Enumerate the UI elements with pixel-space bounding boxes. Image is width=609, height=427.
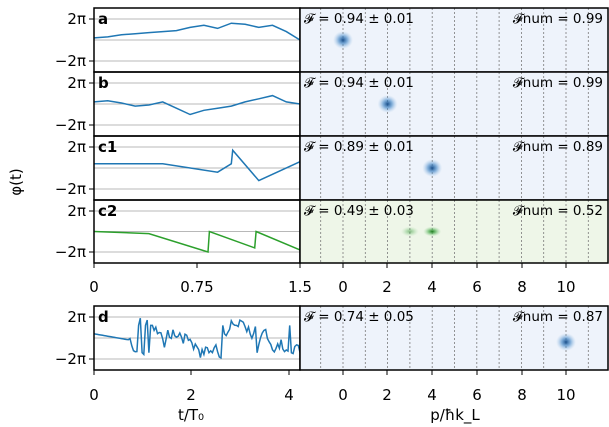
numeric-fidelity-annotation: 𝓕num = 0.87 <box>513 309 603 325</box>
y-tick-label: 2π <box>67 10 86 28</box>
momentum-peak <box>333 31 353 49</box>
x-tick-label: 0 <box>89 278 99 296</box>
numeric-fidelity-annotation: 𝓕num = 0.99 <box>513 11 603 27</box>
x-tick-label: 0 <box>338 386 348 404</box>
y-tick-label: −2π <box>55 243 86 261</box>
panel-c1: 2π −2π c1 𝓕 = 0.89 ± 0.01 𝓕num = 0.89 <box>55 135 609 201</box>
x-tick-label: 8 <box>517 278 527 296</box>
panel-a: 2π −2π a 𝓕 = 0.94 ± 0.01 𝓕num = 0.99 <box>55 7 609 73</box>
x-axis-top-right: 0 2 4 6 8 10 <box>338 278 575 296</box>
panel-c2: 2π −2π c2 𝓕 = 0.49 ± 0.03 𝓕num = 0.52 <box>55 199 609 264</box>
x-axis-bottom-left: 0 2 4 <box>89 386 294 404</box>
y-tick-label: −2π <box>55 116 86 134</box>
series-line <box>93 230 301 253</box>
fidelity-annotation: 𝓕 = 0.74 ± 0.05 <box>304 309 414 325</box>
series-line <box>93 94 301 116</box>
momentum-peak <box>556 333 576 351</box>
numeric-fidelity-annotation: 𝓕num = 0.89 <box>513 139 603 155</box>
x-tick-label: 2 <box>186 386 196 404</box>
numeric-fidelity-annotation: 𝓕num = 0.52 <box>513 203 603 219</box>
momentum-peak <box>422 159 443 177</box>
x-axis-top-left: 0 0.75 1.5 <box>89 278 312 296</box>
series-line <box>93 318 301 360</box>
x-tick-label: 2 <box>382 278 392 296</box>
y-tick-label: 2π <box>67 202 86 220</box>
panel-label: c1 <box>98 138 117 156</box>
x-tick-label: 10 <box>556 386 575 404</box>
x-tick-label: 1.5 <box>288 278 312 296</box>
panel-label: b <box>98 74 109 92</box>
y-tick-label: −2π <box>55 350 86 368</box>
y-tick-label: −2π <box>55 180 86 198</box>
panel-label: a <box>98 10 108 28</box>
panel-label: c2 <box>98 202 117 220</box>
y-axis-label: φ(t) <box>7 168 25 195</box>
x-tick-label: 4 <box>284 386 294 404</box>
momentum-peak <box>423 226 442 237</box>
right-axes-frame <box>299 199 609 264</box>
x-axis-bottom-right: 0 2 4 6 8 10 <box>338 386 575 404</box>
fidelity-annotation: 𝓕 = 0.94 ± 0.01 <box>304 11 414 27</box>
x-tick-label: 0 <box>338 278 348 296</box>
x-tick-label: 4 <box>427 278 437 296</box>
series-line <box>93 22 301 41</box>
fidelity-annotation: 𝓕 = 0.49 ± 0.03 <box>304 203 414 219</box>
x-tick-label: 4 <box>427 386 437 404</box>
momentum-peak <box>400 226 419 237</box>
x-tick-label: 10 <box>556 278 575 296</box>
x-ticks <box>93 263 567 375</box>
x-axis-label-time: t/T₀ <box>178 406 204 424</box>
panel-d: 2π −2π d 𝓕 = 0.74 ± 0.05 𝓕num = 0.87 <box>55 305 609 371</box>
x-tick-label: 6 <box>472 386 482 404</box>
fidelity-annotation: 𝓕 = 0.94 ± 0.01 <box>304 75 414 91</box>
x-tick-label: 0 <box>89 386 99 404</box>
right-axes-frame <box>299 305 609 371</box>
panel-b: 2π −2π b 𝓕 = 0.94 ± 0.01 𝓕num = 0.99 <box>55 71 609 137</box>
x-tick-label: 8 <box>517 386 527 404</box>
y-tick-label: 2π <box>67 138 86 156</box>
numeric-fidelity-annotation: 𝓕num = 0.99 <box>513 75 603 91</box>
x-tick-label: 2 <box>382 386 392 404</box>
y-tick-label: 2π <box>67 74 86 92</box>
series-line <box>94 148 301 182</box>
x-tick-label: 6 <box>472 278 482 296</box>
x-tick-label: 0.75 <box>180 278 213 296</box>
panels: 2π −2π a 𝓕 = 0.94 ± 0.01 𝓕num = 0.99 2π −2π b 𝓕 … <box>55 7 609 375</box>
momentum-peak <box>377 95 398 113</box>
panel-label: d <box>98 308 109 326</box>
y-tick-label: 2π <box>67 308 86 326</box>
fidelity-annotation: 𝓕 = 0.89 ± 0.01 <box>304 139 414 155</box>
y-tick-label: −2π <box>55 52 86 70</box>
x-axis-label-momentum: p/ħk_L <box>430 406 480 425</box>
